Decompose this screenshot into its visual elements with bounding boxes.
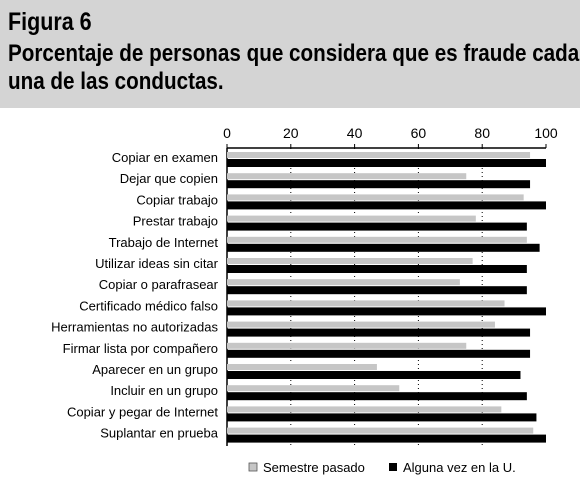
bar-alguna-vez [227,159,546,167]
category-label: Utilizar ideas sin citar [95,256,218,271]
bar-alguna-vez [227,434,546,443]
bar-semestre-pasado [227,321,495,328]
bar-semestre-pasado [227,279,460,286]
category-label: Copiar y pegar de Internet [67,404,218,419]
category-label: Aparecer en un grupo [92,362,218,377]
bar-alguna-vez [227,201,546,210]
category-label: Dejar que copien [120,171,218,186]
category-label: Herramientas no autorizadas [51,320,218,335]
bar-semestre-pasado [227,300,505,307]
x-tick-label: 0 [223,125,231,141]
figure-label: Figura 6 [8,8,92,36]
bar-alguna-vez [227,222,527,231]
x-tick-label: 40 [347,125,363,141]
bar-semestre-pasado [227,342,467,349]
category-label: Copiar o parafrasear [99,277,219,292]
bar-alguna-vez [227,180,531,189]
bar-alguna-vez [227,413,537,422]
bar-alguna-vez [227,307,546,316]
x-tick-label: 60 [411,125,427,141]
bar-alguna-vez [227,243,540,252]
figure-title: Porcentaje de personas que considera que… [8,40,579,96]
bar-alguna-vez [227,392,527,401]
figure-title-line-2: una de las conductas. [8,68,224,95]
figure-header: Figura 6 Porcentaje de personas que cons… [0,0,580,108]
legend-label-alguna-vez: Alguna vez en la U. [403,460,516,475]
legend-label-semestre-pasado: Semestre pasado [263,460,365,475]
bar-semestre-pasado [227,364,377,370]
bar-semestre-pasado [227,258,473,264]
bar-semestre-pasado [227,173,467,180]
bar-alguna-vez [227,286,527,295]
bar-alguna-vez [227,349,531,358]
x-tick-label: 80 [474,125,490,141]
x-tick-label: 100 [534,125,558,141]
bar-semestre-pasado [227,215,476,222]
bar-alguna-vez [227,371,521,379]
x-tick-label: 20 [283,125,299,141]
bar-alguna-vez [227,265,527,273]
legend-swatch-alguna-vez [389,463,397,471]
category-label: Incluir en un grupo [110,383,218,398]
figure-title-line-1: Porcentaje de personas que considera que… [8,40,580,67]
category-label: Certificado médico falso [79,298,218,313]
bar-alguna-vez [227,328,531,337]
category-label: Firmar lista por compañero [63,341,218,356]
category-label: Copiar trabajo [136,192,218,207]
bar-semestre-pasado [227,236,527,243]
bar-semestre-pasado [227,194,524,201]
category-label: Suplantar en prueba [100,426,219,441]
category-label: Trabajo de Internet [109,235,219,250]
bar-semestre-pasado [227,406,502,413]
category-label: Prestar trabajo [133,214,218,229]
category-label: Copiar en examen [112,150,218,165]
legend-swatch-semestre-pasado [248,462,258,472]
bar-semestre-pasado [227,385,400,392]
bar-semestre-pasado [227,152,531,158]
bar-semestre-pasado [227,427,534,434]
